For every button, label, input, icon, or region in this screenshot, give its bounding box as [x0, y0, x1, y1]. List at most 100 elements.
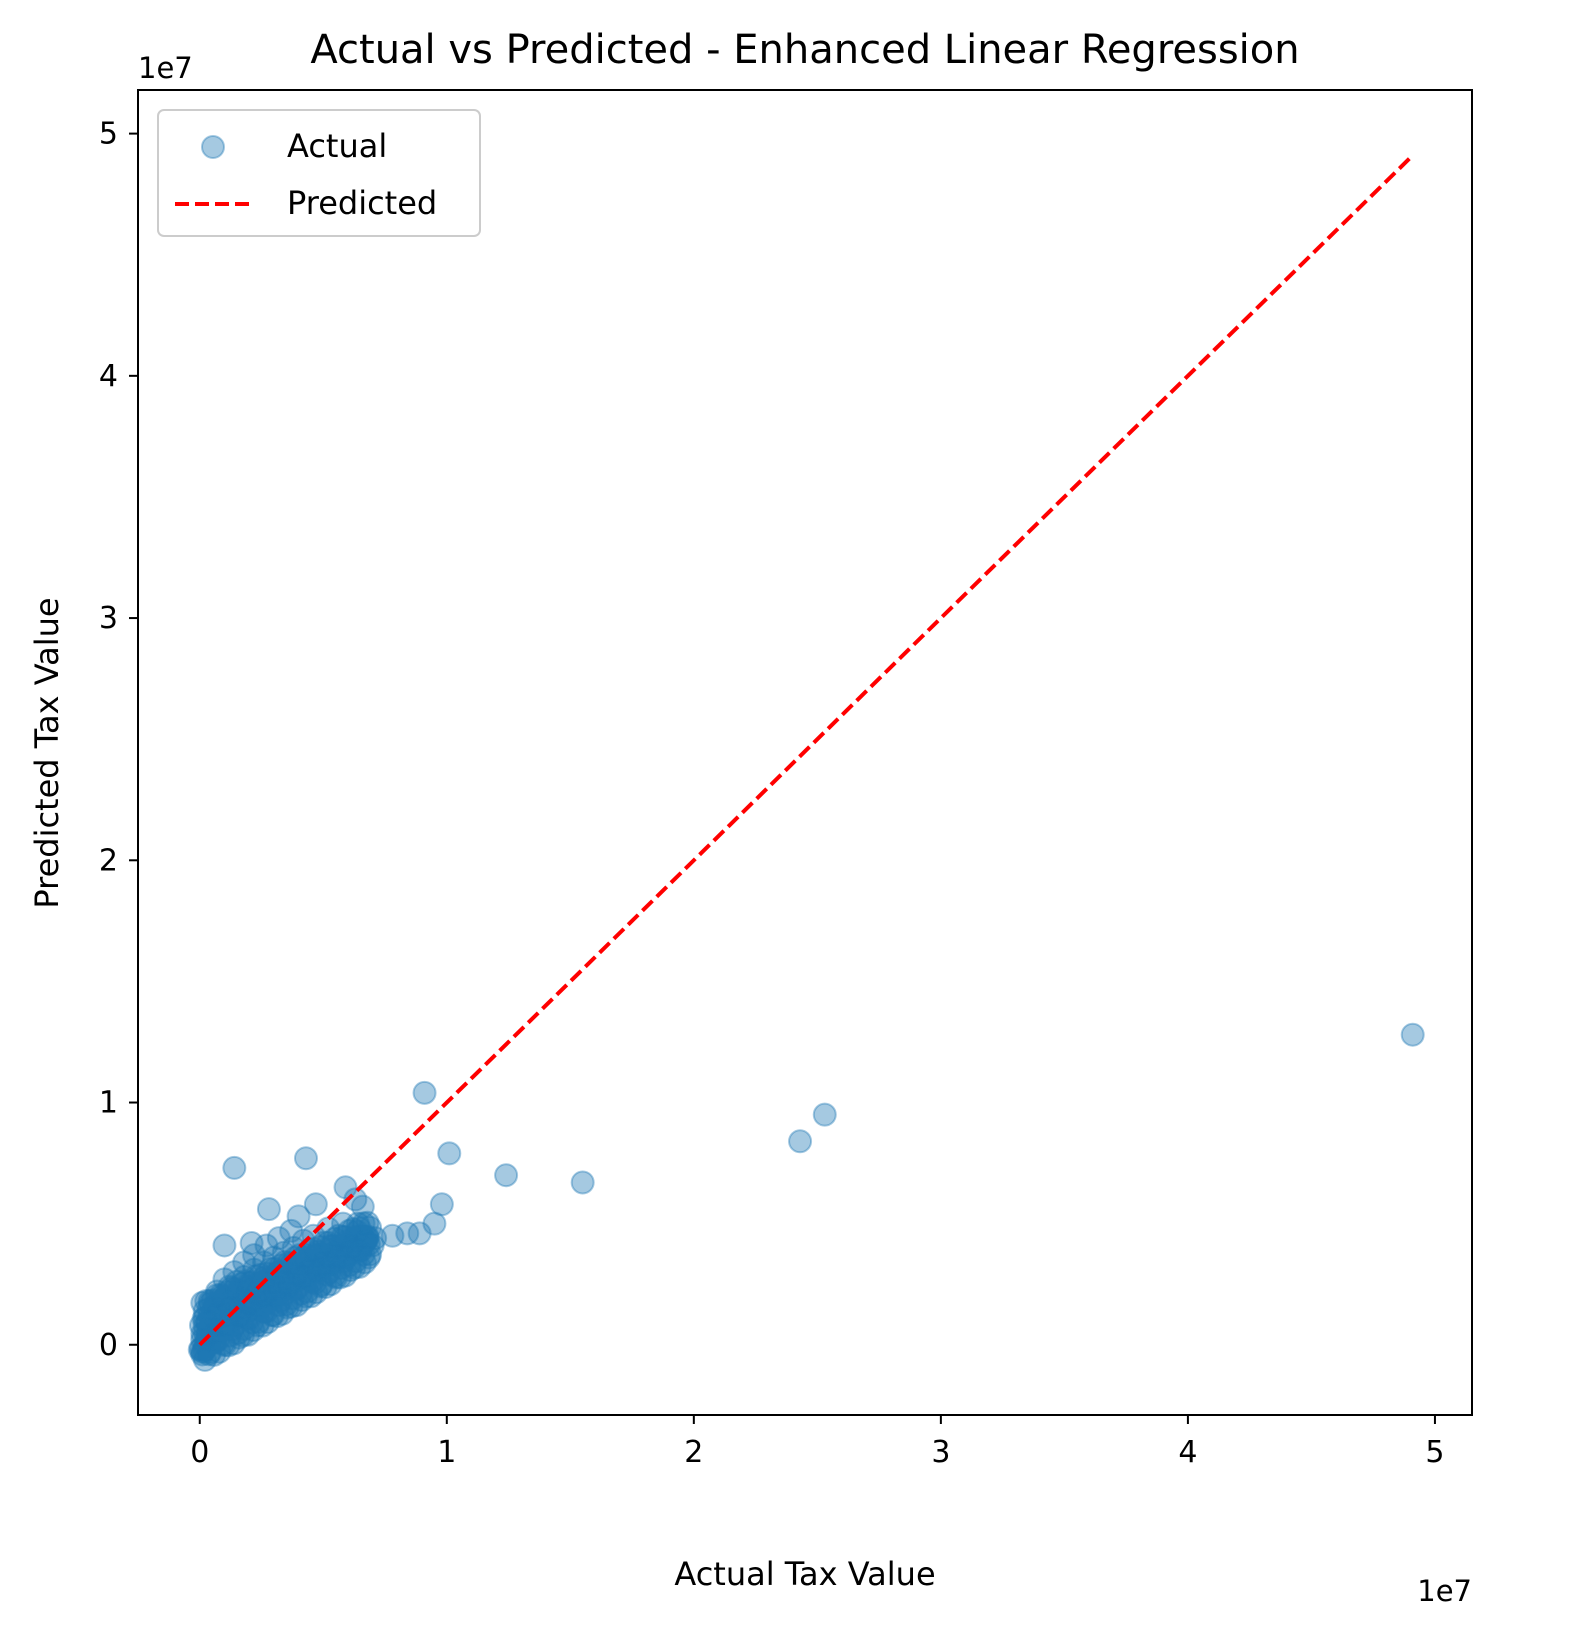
data-point [325, 1242, 350, 1267]
data-point [422, 1211, 447, 1236]
data-point [254, 1299, 279, 1324]
data-point [263, 1284, 288, 1309]
data-point [283, 1277, 308, 1302]
y-axis-ticks: 0 1 2 3 4 5 [99, 117, 138, 1363]
plot-area [187, 153, 1425, 1372]
data-point [322, 1226, 347, 1251]
y-tick-label: 2 [99, 843, 118, 878]
data-point [314, 1242, 339, 1267]
data-point [350, 1224, 375, 1249]
data-point [333, 1263, 358, 1288]
x-axis-label: Actual Tax Value [674, 1555, 935, 1593]
data-point [253, 1283, 278, 1308]
data-point [266, 1226, 291, 1251]
data-point [187, 1337, 212, 1362]
data-point [274, 1270, 299, 1295]
data-point [317, 1251, 342, 1276]
data-point [329, 1256, 354, 1281]
data-point [308, 1274, 333, 1299]
data-point [293, 1284, 318, 1309]
data-point [291, 1245, 316, 1270]
data-point [343, 1249, 368, 1274]
data-point [288, 1264, 313, 1289]
data-point [412, 1080, 437, 1105]
x-tick-label: 0 [190, 1435, 209, 1470]
data-point [222, 1284, 247, 1309]
data-point [259, 1269, 284, 1294]
data-point [355, 1226, 380, 1251]
data-point [395, 1221, 420, 1246]
data-point [217, 1308, 242, 1333]
data-point [289, 1288, 314, 1313]
data-point [323, 1247, 348, 1272]
data-point [214, 1289, 239, 1314]
data-point [309, 1272, 334, 1297]
data-point [196, 1342, 221, 1367]
data-point [347, 1254, 372, 1279]
data-point [429, 1192, 454, 1217]
data-point [335, 1243, 360, 1268]
data-point [355, 1210, 380, 1235]
data-point [300, 1252, 325, 1277]
data-point [286, 1260, 311, 1285]
data-point [274, 1292, 299, 1317]
data-point [258, 1282, 283, 1307]
data-point [212, 1333, 237, 1358]
data-point [222, 1260, 247, 1285]
data-point [334, 1245, 359, 1270]
data-point [327, 1265, 352, 1290]
data-point [254, 1233, 279, 1258]
data-point [195, 1310, 220, 1335]
data-point [320, 1252, 345, 1277]
data-point [284, 1260, 309, 1285]
data-point [311, 1255, 336, 1280]
data-point [253, 1283, 278, 1308]
data-point [342, 1255, 367, 1280]
data-point [380, 1223, 405, 1248]
legend-actual-marker [201, 135, 225, 159]
data-point [267, 1276, 292, 1301]
data-point [208, 1319, 233, 1344]
data-point [306, 1243, 331, 1268]
data-point [331, 1249, 356, 1274]
data-point [242, 1243, 267, 1268]
data-point [343, 1228, 368, 1253]
data-point [230, 1323, 255, 1348]
data-point [281, 1255, 306, 1280]
data-point [238, 1290, 263, 1315]
data-point [324, 1265, 349, 1290]
data-point [249, 1295, 274, 1320]
data-point [303, 1192, 328, 1217]
data-point [325, 1242, 350, 1267]
data-point [200, 1303, 225, 1328]
data-point [320, 1234, 345, 1259]
axes-frame [137, 89, 1473, 1416]
data-point [240, 1310, 265, 1335]
data-point [219, 1276, 244, 1301]
x-tick-label: 2 [684, 1435, 703, 1470]
data-point [356, 1245, 381, 1270]
data-point [301, 1236, 326, 1261]
data-point [299, 1255, 324, 1280]
data-point [296, 1259, 321, 1284]
data-point [788, 1129, 813, 1154]
data-point [241, 1275, 266, 1300]
x-tick-label: 3 [931, 1435, 950, 1470]
data-point [345, 1211, 370, 1236]
data-point [309, 1245, 334, 1270]
data-point [211, 1331, 236, 1356]
data-point [1400, 1022, 1425, 1047]
data-point [316, 1245, 341, 1270]
data-point [247, 1288, 272, 1313]
data-point [223, 1312, 248, 1337]
data-point [224, 1269, 249, 1294]
data-point [237, 1298, 262, 1323]
data-point [348, 1238, 373, 1263]
data-point [208, 1282, 233, 1307]
data-point [282, 1268, 307, 1293]
data-point [348, 1224, 373, 1249]
data-point [192, 1347, 217, 1372]
data-point [292, 1264, 317, 1289]
data-point [200, 1323, 225, 1348]
